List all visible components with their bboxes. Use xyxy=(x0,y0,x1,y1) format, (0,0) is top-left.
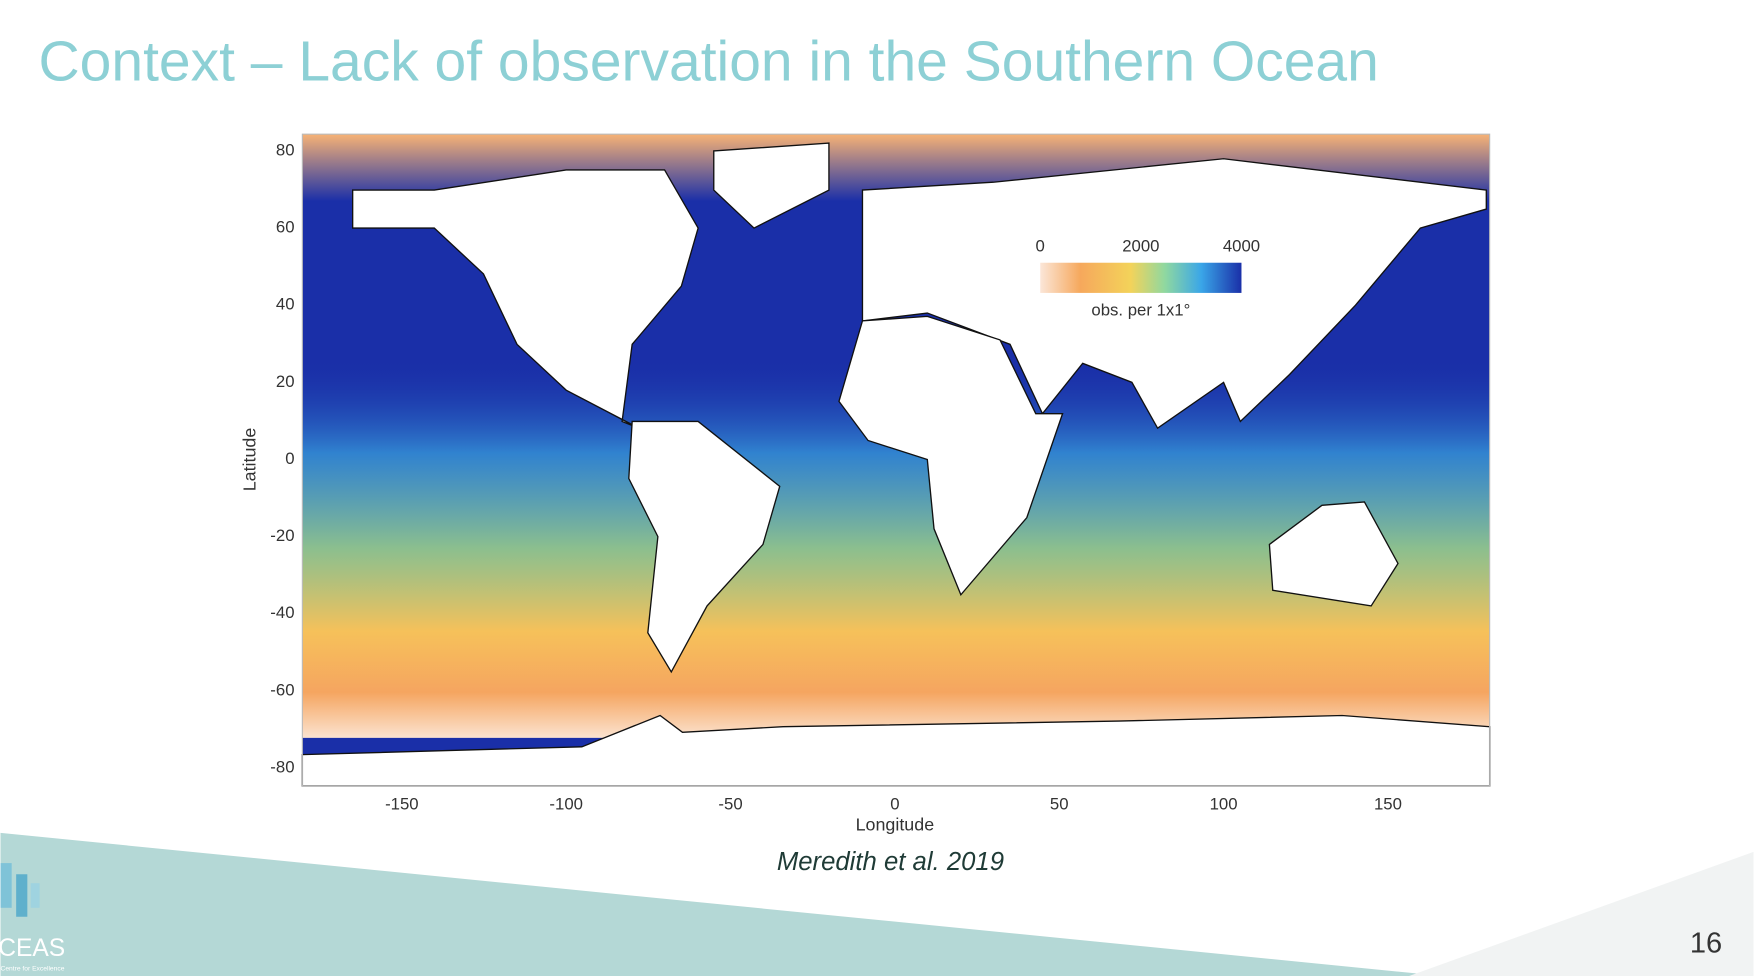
colorbar xyxy=(1040,262,1242,293)
x-axis-label: Longitude xyxy=(856,815,935,835)
x-tick-label: 0 xyxy=(890,794,899,813)
logo-mark xyxy=(0,863,12,908)
map xyxy=(301,133,1491,787)
logo xyxy=(0,863,40,917)
citation: Meredith et al. 2019 xyxy=(777,848,1004,876)
x-tick-label: 50 xyxy=(1050,794,1069,813)
colorbar-label: obs. per 1x1° xyxy=(1091,300,1190,319)
eurasia xyxy=(861,158,1487,430)
x-tick-label: -100 xyxy=(549,794,583,813)
page-number: 16 xyxy=(1690,928,1722,960)
y-tick-label: 80 xyxy=(276,140,295,159)
africa xyxy=(838,315,1064,597)
colorbar-tick-label: 4000 xyxy=(1223,236,1260,255)
y-tick-label: -40 xyxy=(270,603,294,622)
australia xyxy=(1268,501,1399,607)
footer-corner xyxy=(1409,851,1754,976)
north-america xyxy=(351,169,699,429)
colorbar-tick-label: 0 xyxy=(1036,236,1045,255)
y-tick-label: 60 xyxy=(276,217,295,236)
x-tick-label: 100 xyxy=(1210,794,1238,813)
y-tick-label: -20 xyxy=(270,526,294,545)
y-tick-label: 20 xyxy=(276,372,295,391)
y-tick-label: 0 xyxy=(285,449,294,468)
greenland xyxy=(713,142,830,229)
logo-mark xyxy=(16,874,28,917)
x-tick-label: -50 xyxy=(718,794,742,813)
logo-name: CEAS xyxy=(0,935,65,962)
y-tick-label: 40 xyxy=(276,295,295,314)
y-tick-label: -60 xyxy=(270,680,294,699)
x-tick-label: 150 xyxy=(1374,794,1402,813)
footer-band xyxy=(0,832,1443,976)
y-axis-label: Latitude xyxy=(239,428,259,492)
x-tick-label: -150 xyxy=(385,794,419,813)
plot-frame xyxy=(301,133,1491,787)
y-tick-label: -80 xyxy=(270,757,294,776)
logo-subtitle: Centre for Excellence xyxy=(1,965,65,972)
continents xyxy=(301,142,1491,787)
slide-title: Context – Lack of observation in the Sou… xyxy=(39,29,1379,93)
south-america xyxy=(628,420,781,674)
logo-mark xyxy=(30,883,40,908)
colorbar-tick-label: 2000 xyxy=(1122,236,1159,255)
